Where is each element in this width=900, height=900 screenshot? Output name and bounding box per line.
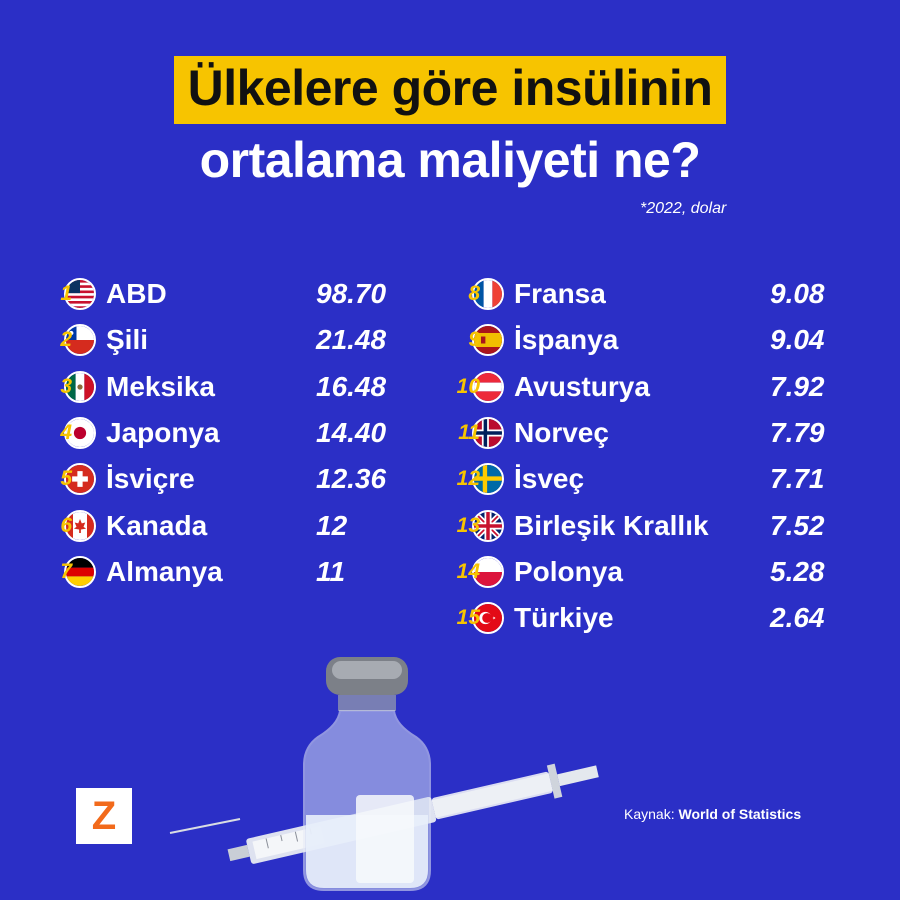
country-name: Birleşik Krallık: [514, 509, 709, 541]
rank-number: 15: [456, 606, 480, 630]
rank-number: 4: [60, 420, 72, 444]
logo-letter: Z: [91, 794, 117, 838]
country-name: Meksika: [106, 370, 215, 402]
country-name: Avusturya: [514, 370, 650, 402]
country-name: Almanya: [106, 555, 223, 587]
canada-flag-icon: [64, 509, 96, 542]
rank-number: 8: [468, 282, 480, 305]
insulin-cost-value: 12.36: [316, 463, 387, 495]
insulin-cost-value: 7.52: [770, 509, 825, 541]
rank-number: 2: [60, 328, 72, 352]
table-row: 3 Meksika 16.48: [46, 367, 416, 407]
country-name: Japonya: [106, 416, 220, 448]
country-name: Şili: [106, 324, 149, 356]
country-name: İspanya: [514, 324, 619, 356]
title-line-2: ortalama maliyeti ne?: [199, 132, 701, 188]
spain-flag-icon: [472, 324, 504, 357]
source-credit: Kaynak: World of Statistics: [624, 806, 801, 822]
country-name: Kanada: [106, 509, 208, 541]
title-line-1: Ülkelere göre insülinin: [173, 56, 727, 124]
switzerland-flag-icon: [64, 463, 96, 496]
country-name: ABD: [106, 278, 167, 309]
table-row: 8 Fransa 9.08: [454, 274, 854, 314]
country-name: İsviçre: [106, 463, 195, 495]
table-row: 13 Birleşik Krallık 7.52: [454, 506, 854, 546]
insulin-cost-value: 7.92: [770, 370, 825, 402]
mexico-flag-icon: [64, 370, 96, 403]
subtitle: *2022, dolar: [640, 200, 727, 217]
rank-number: 13: [456, 513, 480, 537]
france-flag-icon: [472, 278, 504, 310]
poland-flag-icon: [472, 555, 504, 588]
table-row: 12 İsveç 7.71: [454, 459, 854, 499]
insulin-cost-value: 14.40: [316, 416, 387, 448]
norway-flag-icon: [472, 416, 504, 449]
brand-logo: Z: [76, 788, 132, 844]
uk-flag-icon: [472, 509, 504, 542]
insulin-cost-value: 7.71: [770, 463, 825, 495]
table-row: 5 İsviçre 12.36: [46, 459, 416, 499]
insulin-cost-value: 7.79: [770, 416, 825, 448]
table-row: 9 İspanya 9.04: [454, 320, 854, 360]
rank-number: 12: [456, 467, 480, 491]
rank-number: 14: [456, 559, 480, 583]
table-row: 6 Kanada 12: [46, 506, 416, 546]
insulin-cost-value: 11: [316, 555, 346, 587]
insulin-vial-syringe-illustration: [169, 657, 599, 891]
country-name: Fransa: [514, 278, 606, 309]
table-row: 11 Norveç 7.79: [454, 413, 854, 453]
source-name: World of Statistics: [678, 806, 802, 822]
source-label: Kaynak:: [624, 806, 675, 822]
insulin-cost-value: 12: [316, 509, 348, 541]
table-row: 4 Japonya 14.40: [46, 413, 416, 453]
rank-number: 6: [60, 513, 72, 537]
table-row: 10 Avusturya 7.92: [454, 367, 854, 407]
rank-number: 1: [60, 282, 72, 305]
chile-flag-icon: [64, 324, 96, 357]
insulin-cost-value: 2.64: [770, 602, 825, 634]
table-row: 2 Şili 21.48: [46, 320, 416, 360]
table-row: 15 Türkiye 2.64: [454, 598, 854, 638]
table-row: 1 ABD 98.70: [46, 274, 416, 314]
insulin-cost-value: 9.04: [770, 324, 825, 356]
insulin-cost-value: 9.08: [770, 278, 825, 309]
rank-number: 7: [60, 559, 72, 583]
table-row: 14 Polonya 5.28: [454, 552, 854, 592]
sweden-flag-icon: [472, 463, 504, 496]
country-name: Polonya: [514, 555, 623, 587]
insulin-cost-value: 98.70: [316, 278, 387, 309]
country-name: İsveç: [514, 463, 585, 495]
rank-number: 9: [468, 328, 480, 352]
insulin-cost-value: 16.48: [316, 370, 387, 402]
insulin-cost-value: 21.48: [316, 324, 387, 356]
table-row: 7 Almanya 11: [46, 552, 416, 592]
usa-flag-icon: [64, 278, 96, 310]
rank-number: 11: [458, 420, 480, 444]
rank-number: 3: [60, 374, 72, 398]
turkey-flag-icon: [472, 602, 504, 635]
title-block: Ülkelere göre insülinin ortalama maliyet…: [0, 56, 900, 190]
austria-flag-icon: [472, 370, 504, 403]
rank-number: 5: [60, 467, 72, 491]
rank-number: 10: [456, 374, 480, 398]
japan-flag-icon: [64, 416, 96, 449]
germany-flag-icon: [64, 555, 96, 588]
country-name: Norveç: [514, 416, 609, 448]
insulin-cost-value: 5.28: [770, 555, 825, 587]
country-name: Türkiye: [514, 602, 614, 634]
